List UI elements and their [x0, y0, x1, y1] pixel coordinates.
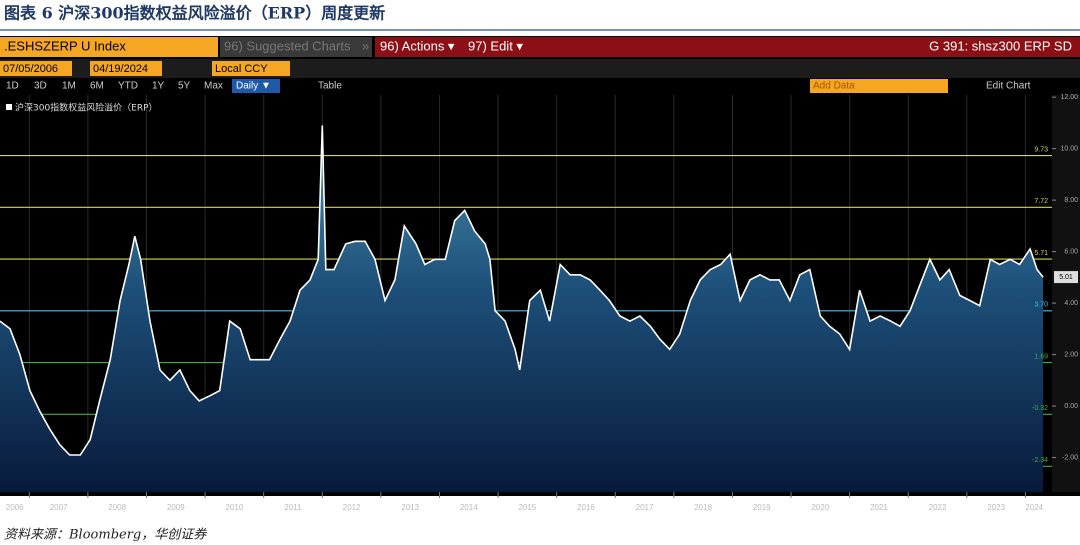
x-tick-label: 2023 [987, 503, 1005, 512]
actions-menu[interactable]: 96) Actions ▾ [380, 38, 455, 53]
last-value-box [1054, 271, 1078, 284]
y-tick-label: 4.00 [1064, 300, 1078, 307]
start-date: 07/05/2006 [3, 63, 58, 75]
period-button[interactable]: 3D [34, 81, 47, 92]
source-note: 资料来源：Bloomberg，华创证券 [4, 528, 207, 543]
x-tick-label: 2012 [343, 503, 361, 512]
reference-label: 7.72 [1034, 198, 1048, 205]
x-tick-label: 2024 [1025, 503, 1043, 512]
chart-id: G 391: shsz300 ERP SD [929, 38, 1072, 53]
reference-label: 3.70 [1034, 302, 1048, 309]
x-tick-label: 2018 [694, 503, 712, 512]
reference-label: 9.73 [1034, 146, 1048, 153]
x-tick-label: 2008 [108, 503, 126, 512]
table-button[interactable]: Table [318, 81, 342, 92]
y-tick-label: 12.00 [1060, 94, 1078, 101]
last-value-label: 5.01 [1059, 274, 1073, 281]
suggested-button[interactable] [220, 37, 372, 57]
area [0, 125, 1043, 492]
x-tick-label: 2020 [811, 503, 829, 512]
legend-label: 沪深300指数权益风险溢价（ERP） [15, 102, 158, 114]
y-tick-label: 6.00 [1064, 248, 1078, 255]
suggested-text: 96) Suggested Charts [224, 38, 351, 53]
period-button[interactable]: 1M [62, 81, 76, 92]
x-tick-label: 2011 [284, 503, 302, 512]
x-tick-label: 2013 [401, 503, 419, 512]
period-button[interactable]: YTD [118, 81, 138, 92]
period-button[interactable]: 1D [6, 81, 19, 92]
ticker-text: .ESHSZERP U Index [4, 38, 126, 53]
x-tick-label: 2022 [929, 503, 947, 512]
axis-panel [1052, 95, 1080, 492]
x-tick-label: 2015 [518, 503, 536, 512]
x-tick-label: 2014 [460, 503, 478, 512]
line [0, 125, 1044, 456]
period-button[interactable]: Max [204, 81, 223, 92]
x-tick-label: 2017 [636, 503, 654, 512]
x-tick-label: 2007 [50, 503, 68, 512]
reference-label: -0.32 [1032, 405, 1048, 412]
ticker-field[interactable] [0, 37, 218, 57]
currency-field[interactable] [212, 61, 290, 76]
end-date: 04/19/2024 [93, 63, 148, 75]
legend-swatch [6, 104, 12, 110]
y-tick-label: 0.00 [1064, 403, 1078, 410]
x-tick-label: 2019 [753, 503, 771, 512]
add-data-field[interactable] [810, 79, 948, 93]
period-buttons: 1D 3D 1M 6M YTD 1Y 5Y Max [6, 81, 223, 92]
period-button[interactable]: 1Y [152, 81, 165, 92]
y-tick-label: -2.00 [1062, 454, 1078, 461]
start-date-field[interactable] [0, 61, 72, 76]
x-tick-label: 2010 [225, 503, 243, 512]
y-tick-label: 8.00 [1064, 197, 1078, 204]
frequency-button[interactable] [232, 79, 280, 93]
x-tick-label: 2009 [167, 503, 185, 512]
y-tick-label: 2.00 [1064, 351, 1078, 358]
currency: Local CCY [215, 63, 268, 75]
add-data: Add Data [813, 81, 855, 92]
x-tick-label: 2021 [870, 503, 888, 512]
x-tick-label: 2006 [6, 503, 24, 512]
edit-menu[interactable]: 97) Edit ▾ [468, 38, 523, 53]
y-tick-label: 10.00 [1060, 145, 1078, 152]
reference-label: -2.34 [1032, 457, 1048, 464]
period-button[interactable]: 5Y [178, 81, 191, 92]
end-date-field[interactable] [90, 61, 162, 76]
figure-title: 图表 6 沪深300指数权益风险溢价（ERP）周度更新 [4, 4, 385, 23]
red-toolbar [375, 37, 1080, 57]
x-tick-label: 2016 [577, 503, 595, 512]
reference-label: 1.69 [1034, 353, 1048, 360]
reference-label: 5.71 [1034, 250, 1048, 257]
period-button[interactable]: 6M [90, 81, 104, 92]
plot-area: 2006 2007 2008 2009 2010 2011 2012 2013 2014 2015… [0, 94, 1080, 512]
frequency: Daily ▼ [236, 81, 271, 92]
more-text: » [362, 38, 369, 53]
edit-chart[interactable]: Edit Chart [986, 81, 1031, 92]
